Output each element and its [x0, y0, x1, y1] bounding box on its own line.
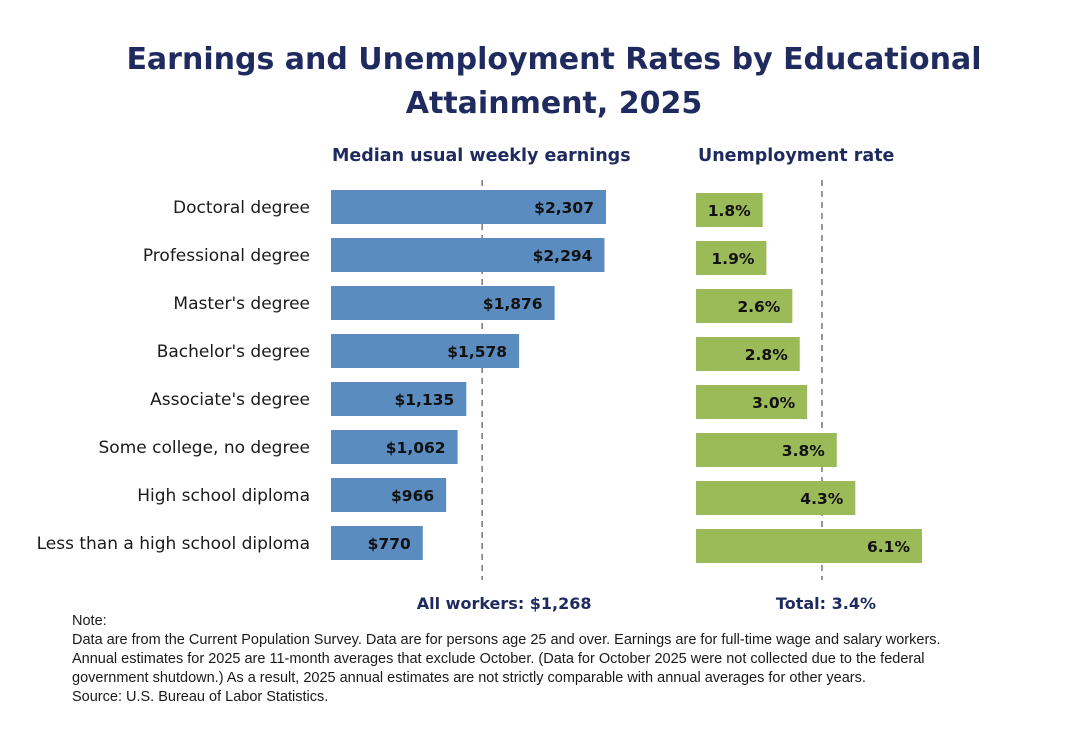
earnings-value-label: $2,307	[534, 199, 594, 217]
earnings-panel-title: Median usual weekly earnings	[332, 146, 631, 166]
note-line-3: government shutdown.) As a result, 2025 …	[72, 670, 866, 686]
earnings-bar	[331, 238, 605, 272]
earnings-bar	[331, 526, 423, 560]
unemployment-bar	[696, 337, 800, 371]
earnings-bar	[331, 334, 520, 368]
unemployment-value-label: 1.9%	[711, 250, 754, 268]
category-label: Less than a high school diploma	[37, 534, 310, 554]
unemployment-value-label: 4.3%	[800, 490, 843, 508]
unemployment-bar	[696, 433, 837, 467]
category-labels: Doctoral degree Professional degree Master…	[37, 198, 310, 554]
earnings-value-label: $2,294	[533, 247, 593, 265]
category-label: Professional degree	[143, 246, 310, 266]
category-label: Some college, no degree	[99, 438, 310, 458]
note-heading: Note:	[72, 613, 107, 629]
earnings-bar	[331, 382, 467, 416]
chart-note: Note: Data are from the Current Populati…	[72, 612, 1062, 707]
category-label: Bachelor's degree	[157, 342, 310, 362]
earnings-bar	[331, 190, 606, 224]
earnings-value-label: $1,135	[394, 391, 454, 409]
note-source: Source: U.S. Bureau of Labor Statistics.	[72, 689, 329, 705]
unemployment-bar	[696, 289, 793, 323]
earnings-bars: $2,307 $2,294 $1,876 $1,578 $1,135 $1,062 $966…	[331, 180, 606, 613]
earnings-value-label: $1,578	[447, 343, 507, 361]
category-label: Associate's degree	[150, 390, 310, 410]
unemployment-value-label: 6.1%	[867, 538, 910, 556]
unemployment-value-label: 3.8%	[782, 442, 825, 460]
unemployment-value-label: 3.0%	[752, 394, 795, 412]
category-label: Doctoral degree	[173, 198, 310, 218]
unemployment-value-label: 1.8%	[708, 202, 751, 220]
unemployment-bars: 1.8% 1.9% 2.6% 2.8% 3.0% 3.8% 4.3% 6.1% Total: 3…	[696, 180, 922, 613]
unemployment-bar	[696, 529, 922, 563]
earnings-bar	[331, 430, 458, 464]
category-label: Master's degree	[173, 294, 310, 314]
unemployment-panel-title: Unemployment rate	[698, 146, 895, 166]
earnings-value-label: $1,876	[483, 295, 543, 313]
unemployment-bar	[696, 481, 856, 515]
chart-title: Earnings and Unemployment Rates by Educa…	[100, 38, 1008, 126]
note-line-1: Data are from the Current Population Sur…	[72, 632, 941, 648]
unemployment-bar	[696, 385, 808, 419]
earnings-bar	[331, 478, 447, 512]
earnings-value-label: $966	[391, 487, 434, 505]
unemployment-value-label: 2.8%	[745, 346, 788, 364]
chart-title-line-1: Earnings and Unemployment Rates by Educa…	[126, 42, 982, 77]
category-label: High school diploma	[137, 486, 310, 506]
earnings-value-label: $1,062	[386, 439, 446, 457]
earnings-reference-label: All workers: $1,268	[417, 594, 592, 613]
note-line-2: Annual estimates for 2025 are 11-month a…	[72, 651, 925, 667]
unemployment-bar	[696, 241, 767, 275]
earnings-bar	[331, 286, 555, 320]
chart-title-line-2: Attainment, 2025	[405, 86, 703, 121]
unemployment-value-label: 2.6%	[737, 298, 780, 316]
unemployment-reference-label: Total: 3.4%	[776, 594, 876, 613]
earnings-value-label: $770	[368, 535, 411, 553]
unemployment-bar	[696, 193, 763, 227]
